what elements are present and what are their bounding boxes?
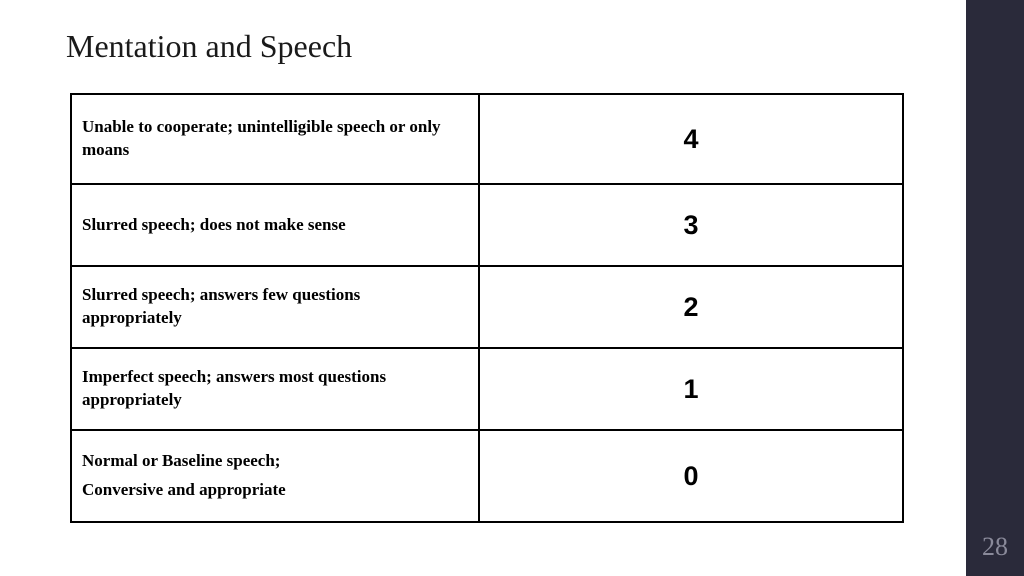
table-row: Imperfect speech; answers most questions…	[71, 348, 903, 430]
row-description: Slurred speech; answers few questions ap…	[71, 266, 479, 348]
row-description: Slurred speech; does not make sense	[71, 184, 479, 266]
page-number: 28	[966, 532, 1024, 562]
table-row: Normal or Baseline speech; Conversive an…	[71, 430, 903, 522]
row-description: Imperfect speech; answers most questions…	[71, 348, 479, 430]
score-table: Unable to cooperate; unintelligible spee…	[70, 93, 904, 523]
row-description: Unable to cooperate; unintelligible spee…	[71, 94, 479, 184]
slide-sidebar: 28	[966, 0, 1024, 576]
row-score: 1	[479, 348, 903, 430]
table-row: Slurred speech; answers few questions ap…	[71, 266, 903, 348]
row-score: 2	[479, 266, 903, 348]
row-description-line1: Normal or Baseline speech;	[82, 451, 280, 470]
row-description: Normal or Baseline speech; Conversive an…	[71, 430, 479, 522]
row-score: 0	[479, 430, 903, 522]
row-description-line2: Conversive and appropriate	[82, 479, 462, 502]
row-score: 3	[479, 184, 903, 266]
slide-content: Mentation and Speech Unable to cooperate…	[0, 0, 966, 576]
table-row: Slurred speech; does not make sense 3	[71, 184, 903, 266]
row-score: 4	[479, 94, 903, 184]
slide-title: Mentation and Speech	[66, 28, 918, 65]
table-row: Unable to cooperate; unintelligible spee…	[71, 94, 903, 184]
